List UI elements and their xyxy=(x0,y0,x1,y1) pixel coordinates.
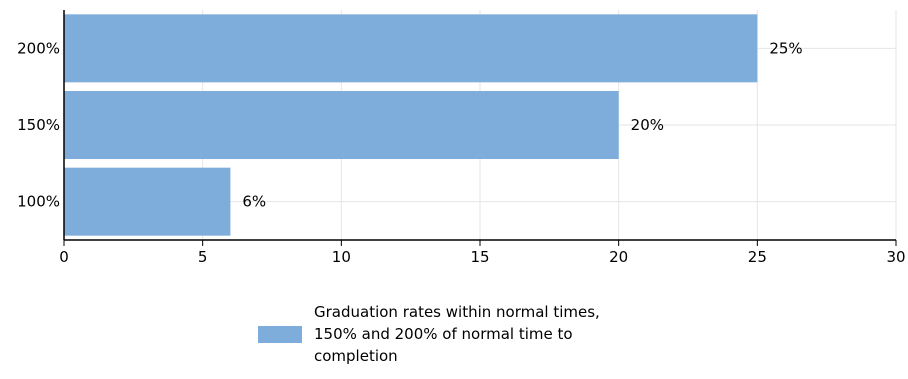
x-tick-label: 0 xyxy=(59,248,69,266)
x-tick-label: 20 xyxy=(609,248,628,266)
legend-swatch xyxy=(258,325,302,343)
x-tick-label: 10 xyxy=(332,248,351,266)
category-label: 200% xyxy=(17,39,60,57)
data-label: 25% xyxy=(769,39,802,57)
x-tick-label: 5 xyxy=(198,248,208,266)
bar xyxy=(64,167,231,236)
category-label: 100% xyxy=(17,193,60,211)
legend-label: Graduation rates within normal times, 15… xyxy=(314,303,600,365)
data-label: 20% xyxy=(631,116,664,134)
axes xyxy=(63,10,897,246)
category-label: 150% xyxy=(17,116,60,134)
legend: Graduation rates within normal times, 15… xyxy=(258,301,634,367)
data-label: 6% xyxy=(242,193,266,211)
x-tick-label: 25 xyxy=(748,248,767,266)
labels: 200% 25% 150% 20% 100% 6% 0 5 10 15 20 25 30 xyxy=(17,39,905,266)
x-tick-label: 30 xyxy=(886,248,905,266)
bar xyxy=(64,91,619,159)
bars xyxy=(64,14,758,236)
bar xyxy=(64,14,758,83)
x-tick-label: 15 xyxy=(470,248,489,266)
